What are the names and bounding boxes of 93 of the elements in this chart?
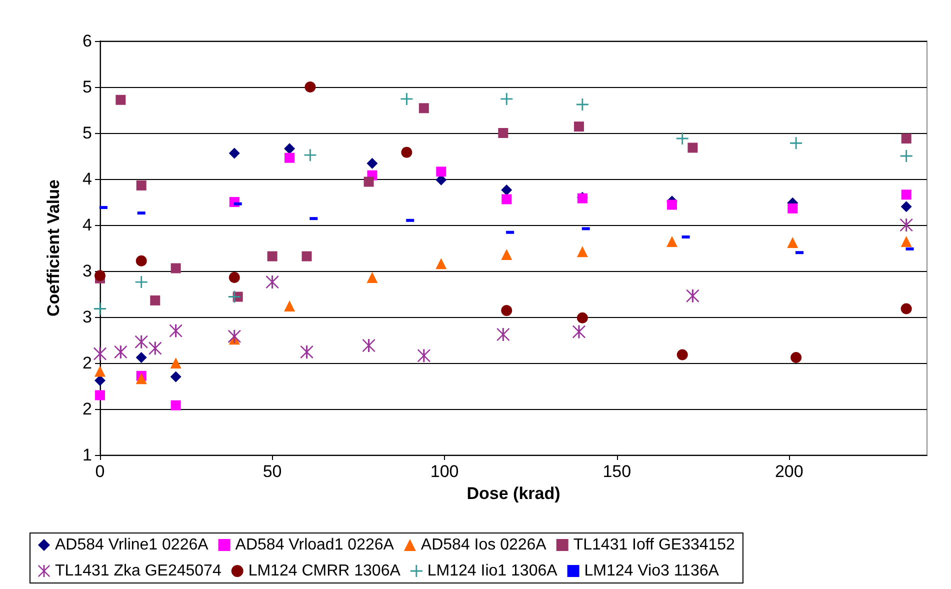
point	[788, 203, 798, 214]
y-tick-label: 2	[82, 400, 92, 418]
point	[364, 176, 374, 187]
point	[284, 300, 296, 312]
legend-label: LM124 Iio1 1306A	[427, 562, 558, 580]
point	[362, 339, 376, 352]
point	[284, 152, 295, 163]
point	[94, 366, 106, 377]
point	[502, 194, 512, 204]
y-axis-title: Coefficient Value	[44, 180, 63, 316]
point	[688, 142, 698, 153]
point	[501, 184, 512, 196]
y-tick-label: 5	[82, 124, 92, 142]
point	[228, 290, 240, 303]
point	[574, 122, 584, 132]
y-tick-label: 3	[82, 262, 92, 280]
point	[366, 272, 378, 283]
point	[686, 289, 700, 302]
point	[501, 305, 512, 316]
point	[666, 236, 678, 248]
legend-label: TL1431 Zka GE245074	[55, 562, 222, 580]
point	[136, 255, 147, 266]
point	[228, 330, 241, 343]
point	[901, 134, 912, 144]
point	[284, 143, 296, 154]
point	[901, 190, 912, 200]
point	[500, 92, 513, 105]
point	[436, 166, 446, 177]
point	[228, 272, 240, 283]
point	[170, 400, 181, 410]
point	[170, 358, 182, 368]
point	[169, 324, 182, 338]
legend-label: TL1431 Ioff GE334152	[573, 536, 736, 554]
y-tick-label: 1	[82, 446, 92, 464]
point	[400, 92, 413, 105]
point	[94, 270, 106, 282]
y-tick-label: 6	[82, 32, 92, 50]
x-tick-label: 0	[95, 462, 105, 481]
point	[401, 146, 412, 158]
point	[900, 236, 912, 248]
legend-label: AD584 Vrline1 0226A	[55, 536, 209, 554]
point	[304, 149, 316, 162]
point	[366, 158, 378, 169]
point	[790, 137, 802, 150]
point	[787, 236, 798, 248]
point	[116, 94, 126, 105]
x-tick-label: 200	[774, 462, 804, 481]
point	[676, 349, 688, 360]
legend-label: AD584 Vrload1 0226A	[235, 536, 394, 554]
point	[900, 218, 913, 232]
point	[790, 352, 802, 363]
point	[576, 246, 588, 258]
x-tick-label: 150	[602, 462, 632, 481]
legend-label: AD584 Ios 0226A	[420, 536, 547, 554]
point	[170, 263, 181, 274]
point	[501, 248, 512, 260]
y-tick-label: 5	[82, 78, 92, 96]
point	[302, 251, 312, 262]
point	[900, 201, 912, 212]
point	[150, 295, 160, 306]
y-tick-label: 2	[82, 354, 92, 372]
x-tick-label: 100	[430, 462, 459, 481]
point	[576, 312, 588, 324]
point	[436, 258, 447, 270]
point	[114, 345, 128, 358]
point	[170, 371, 182, 382]
x-tick-label: 50	[262, 462, 282, 481]
point	[228, 148, 240, 159]
point	[136, 373, 147, 384]
y-tick-label: 4	[82, 170, 92, 188]
point	[496, 328, 510, 341]
point	[304, 82, 316, 92]
point	[572, 325, 586, 338]
point	[94, 347, 106, 360]
point	[135, 276, 148, 288]
point	[900, 303, 912, 314]
point	[267, 251, 278, 262]
point	[266, 276, 279, 289]
point	[95, 390, 105, 400]
y-tick-label: 4	[82, 216, 92, 234]
point	[148, 342, 162, 355]
point	[300, 345, 314, 358]
point	[136, 180, 146, 190]
point	[498, 128, 508, 138]
x-axis-title: Dose (krad)	[466, 484, 560, 503]
point	[134, 335, 148, 348]
legend-label: LM124 Vio3 1136A	[584, 562, 720, 580]
point	[667, 200, 678, 210]
y-tick-label: 3	[82, 308, 92, 326]
legend-label: LM124 CMRR 1306A	[248, 562, 401, 580]
point	[417, 349, 430, 362]
point	[418, 103, 429, 114]
point	[136, 352, 147, 363]
